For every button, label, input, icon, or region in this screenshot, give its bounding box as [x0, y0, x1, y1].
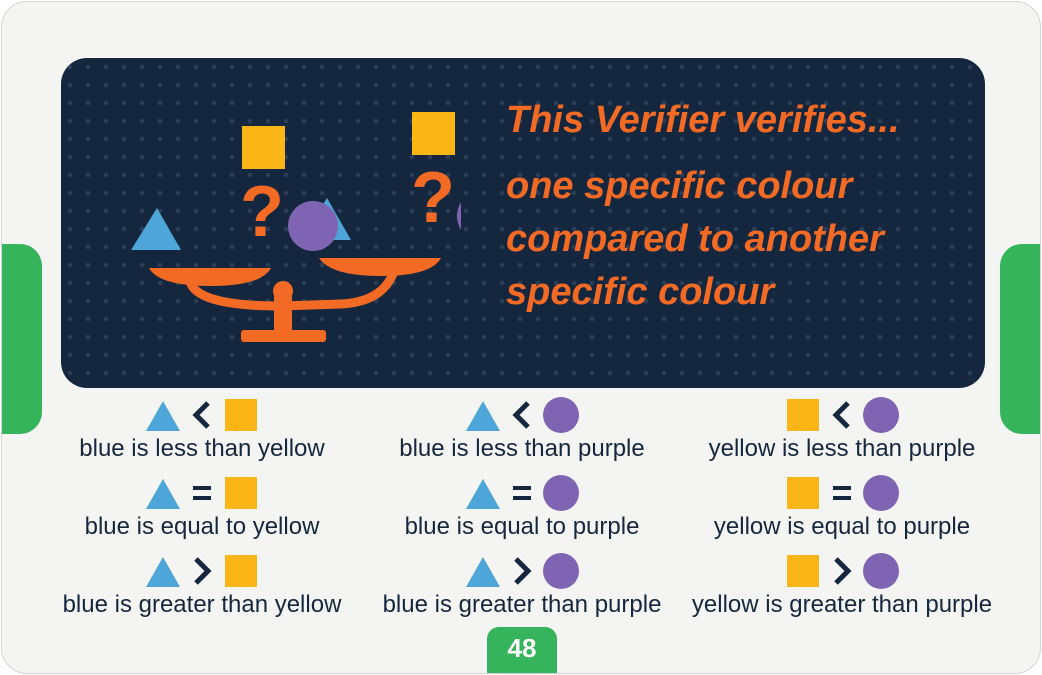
less-than-icon: [192, 401, 210, 429]
question-mark-icon: ?: [411, 158, 455, 238]
comparison-symbols: [362, 472, 682, 514]
purple-circle-icon: [288, 201, 338, 251]
purple-circle-icon: [863, 475, 899, 511]
comparison-label: blue is equal to yellow: [84, 513, 320, 540]
purple-circle-icon: [863, 553, 899, 589]
greater-than-icon: [194, 557, 212, 585]
scale-base: [241, 330, 326, 342]
comparison-symbols: [42, 394, 362, 436]
banner-description-line: specific colour: [506, 271, 775, 313]
blue-triangle-icon: [146, 401, 180, 431]
left-scale-pan: [149, 268, 271, 286]
yellow-square-icon: [225, 399, 257, 431]
purple-circle-icon: [543, 553, 579, 589]
blue-triangle-icon: [131, 208, 181, 250]
blue-triangle-icon: [466, 479, 500, 509]
equals-icon: [833, 486, 851, 500]
right-side-tab: [1000, 244, 1040, 434]
comparison-item: yellow is greater than purple: [682, 550, 1002, 628]
comparison-item: blue is greater than purple: [362, 550, 682, 628]
comparison-symbols: [682, 394, 1002, 436]
comparison-column: blue is less than yellow blue is equal to…: [42, 394, 362, 628]
verifier-banner: ? ? This Verifier verifies... one specif…: [61, 58, 985, 388]
less-than-icon: [832, 401, 850, 429]
banner-description-line: compared to another: [506, 218, 884, 260]
banner-text: This Verifier verifies... one specific c…: [506, 98, 966, 319]
comparison-label: yellow is equal to purple: [713, 513, 971, 540]
comparison-label: blue is less than yellow: [79, 435, 325, 462]
comparison-item: blue is less than purple: [362, 394, 682, 472]
yellow-square-icon: [787, 399, 819, 431]
comparison-symbols: [42, 550, 362, 592]
comparison-item: blue is greater than yellow: [42, 550, 362, 628]
purple-circle-icon: [863, 397, 899, 433]
comparison-label: blue is equal to purple: [404, 513, 640, 540]
equals-icon: [513, 486, 531, 500]
greater-than-icon: [834, 557, 852, 585]
comparison-column: blue is less than purple blue is equal to…: [362, 394, 682, 628]
blue-triangle-icon: [466, 557, 500, 587]
comparison-column: yellow is less than purple yellow is equa…: [682, 394, 1002, 628]
banner-description-line: one specific colour: [506, 165, 853, 207]
comparison-item: blue is less than yellow: [42, 394, 362, 472]
comparison-symbols: [362, 550, 682, 592]
blue-triangle-icon: [466, 401, 500, 431]
comparison-symbols: [42, 472, 362, 514]
purple-circle-icon: [457, 202, 461, 230]
right-scale-pan: [319, 258, 441, 276]
left-side-tab: [2, 244, 42, 434]
page-number: 48: [487, 627, 557, 673]
comparison-item: yellow is less than purple: [682, 394, 1002, 472]
comparison-label: blue is greater than yellow: [62, 591, 342, 618]
comparison-label: blue is greater than purple: [382, 591, 662, 618]
comparison-symbols: [362, 394, 682, 436]
blue-triangle-icon: [146, 557, 180, 587]
blue-triangle-icon: [146, 479, 180, 509]
scale-post: [274, 294, 292, 334]
yellow-square-icon: [412, 112, 455, 155]
balance-scale-illustration: ? ?: [131, 112, 461, 342]
less-than-icon: [512, 401, 530, 429]
comparison-item: blue is equal to yellow: [42, 472, 362, 550]
purple-circle-icon: [543, 397, 579, 433]
yellow-square-icon: [242, 126, 285, 169]
greater-than-icon: [514, 557, 532, 585]
question-mark-icon: ?: [240, 172, 284, 252]
comparison-item: yellow is equal to purple: [682, 472, 1002, 550]
comparison-label: blue is less than purple: [399, 435, 645, 462]
equals-icon: [193, 486, 211, 500]
comparison-label: yellow is less than purple: [708, 435, 976, 462]
comparison-item: blue is equal to purple: [362, 472, 682, 550]
purple-circle-icon: [543, 475, 579, 511]
banner-heading: This Verifier verifies...: [506, 99, 900, 141]
comparison-label: yellow is greater than purple: [691, 591, 993, 618]
yellow-square-icon: [225, 477, 257, 509]
yellow-square-icon: [225, 555, 257, 587]
yellow-square-icon: [787, 555, 819, 587]
comparison-symbols: [682, 472, 1002, 514]
comparison-symbols: [682, 550, 1002, 592]
yellow-square-icon: [787, 477, 819, 509]
